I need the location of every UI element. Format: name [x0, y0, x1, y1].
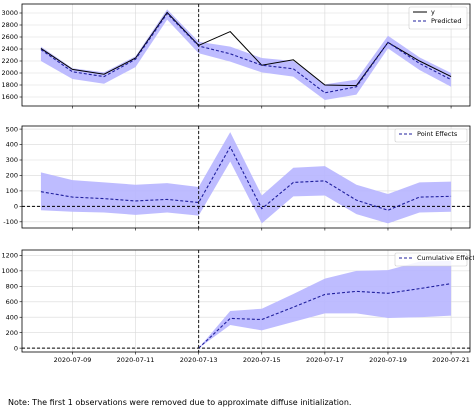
legend: Cumulative Effect	[394, 252, 474, 267]
y-tick-label: -100	[3, 218, 18, 226]
x-tick-label: 2020-07-15	[243, 356, 281, 364]
x-tick-label: 2020-07-21	[432, 356, 470, 364]
y-tick-label: 2000	[1, 69, 18, 77]
series-line-predicted	[40, 12, 452, 94]
legend: Point Effects	[394, 128, 468, 143]
confidence-band	[40, 9, 452, 100]
legend-label: Cumulative Effect	[417, 254, 474, 262]
panel-1: 1600 1800 2000 2200 2400 2600 2800 3000 yPredict…	[1, 3, 471, 109]
y-tick-label: 2800	[1, 21, 18, 29]
footnote: Note: The first 1 observations were remo…	[8, 398, 352, 407]
y-tick-label: 2400	[1, 45, 18, 53]
y-tick-label: 3000	[1, 9, 18, 17]
x-tick-label: 2020-07-19	[369, 356, 407, 364]
y-tick-label: 1800	[1, 81, 18, 89]
x-tick-label: 2020-07-09	[54, 356, 92, 364]
axes-frame	[21, 249, 471, 353]
y-tick-label: 200	[6, 172, 18, 180]
series-line-point-effects	[40, 145, 452, 211]
y-tick-label: 2200	[1, 57, 18, 65]
y-tick-label: 300	[6, 156, 18, 164]
y-tick-label: 100	[6, 187, 18, 195]
y-tick-label: 1600	[1, 93, 18, 101]
x-tick-label: 2020-07-11	[117, 356, 155, 364]
legend-label: y	[431, 8, 435, 16]
y-tick-label: 1200	[1, 252, 18, 260]
y-tick-label: 400	[6, 141, 18, 149]
y-tick-label: 1000	[1, 267, 18, 275]
y-tick-label: 400	[6, 313, 18, 321]
y-tick-label: 800	[6, 283, 18, 291]
panel-3: 0 200 400 600 800 1000 1200 2020-07-09 2020-07-1…	[1, 249, 474, 364]
panel-2: -100 0 100 200 300 400 500 Point Effects	[3, 125, 471, 231]
y-tick-label: 2600	[1, 33, 18, 41]
legend-box	[394, 252, 468, 267]
legend-label: Predicted	[431, 17, 462, 25]
axes-frame	[21, 3, 471, 107]
y-tick-label: 200	[6, 329, 18, 337]
y-tick-label: 500	[6, 125, 18, 133]
series-line-cumulative-effect	[198, 283, 452, 349]
y-tick-label: 0	[14, 344, 18, 352]
legend-label: Point Effects	[417, 130, 458, 138]
y-tick-label: 0	[14, 203, 18, 211]
confidence-band	[198, 260, 452, 349]
x-tick-label: 2020-07-13	[180, 356, 218, 364]
y-tick-label: 600	[6, 298, 18, 306]
axes-frame	[21, 125, 471, 229]
x-tick-label: 2020-07-17	[306, 356, 344, 364]
legend-box	[394, 128, 468, 143]
